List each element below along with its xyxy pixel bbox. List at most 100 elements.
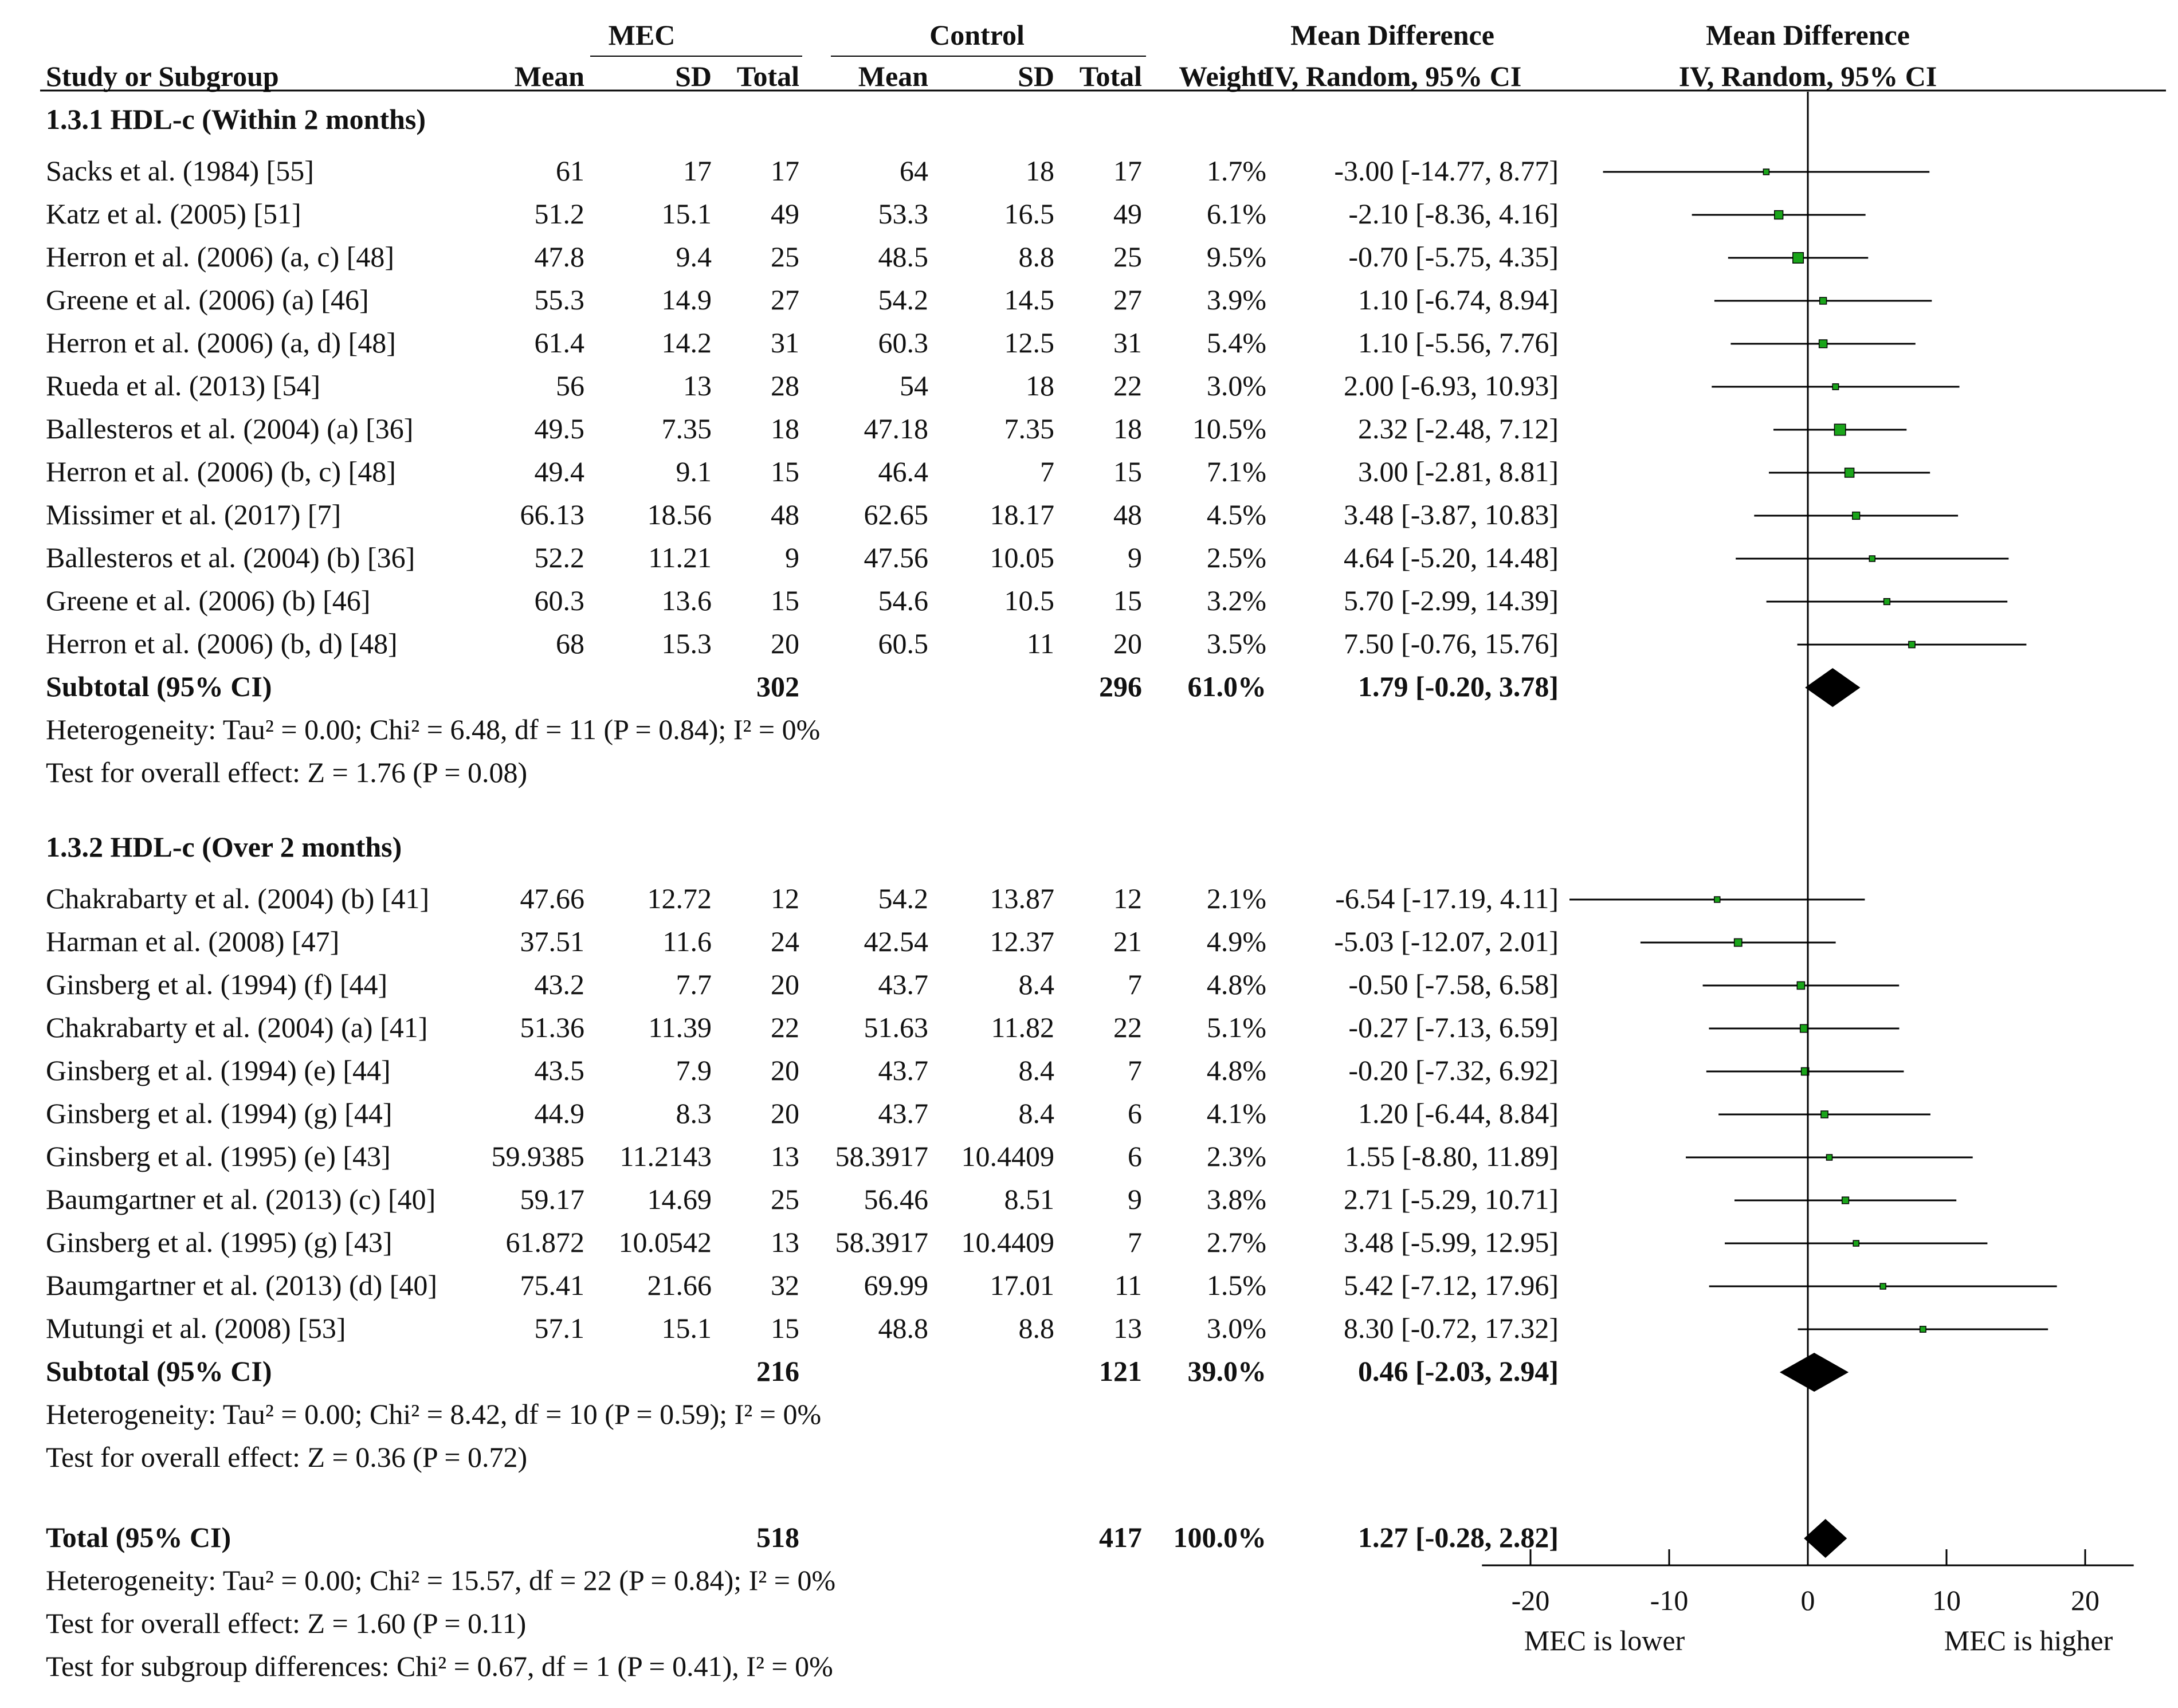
- weight: 3.0%: [1207, 370, 1266, 402]
- x-tick-label: -20: [1512, 1584, 1550, 1616]
- effect-marker: [1774, 210, 1784, 220]
- mec-mean: 59.9385: [492, 1140, 585, 1172]
- control-sd: 16.5: [1004, 198, 1055, 230]
- effect-marker: [1792, 252, 1804, 264]
- effect-marker: [1908, 641, 1916, 649]
- mec-sd: 9.1: [676, 456, 712, 488]
- control-sd: 8.4: [1019, 1054, 1055, 1086]
- mec-sd: 14.9: [662, 284, 712, 316]
- weight: 9.5%: [1207, 241, 1266, 273]
- mec-total: 25: [771, 1183, 799, 1215]
- control-mean: 47.18: [864, 413, 929, 445]
- weight: 4.8%: [1207, 968, 1266, 1000]
- control-mean: 48.8: [878, 1312, 929, 1344]
- study-name: Missimer et al. (2017) [7]: [46, 498, 341, 531]
- mec-mean: 51.2: [535, 198, 585, 230]
- header-ctl-total: Total: [1080, 60, 1142, 92]
- control-mean: 60.3: [878, 327, 929, 359]
- mec-total: 15: [771, 584, 799, 617]
- control-total: 15: [1113, 456, 1142, 488]
- study-name: Mutungi et al. (2008) [53]: [46, 1312, 346, 1344]
- control-total: 7: [1128, 1226, 1142, 1258]
- mec-sd: 13.6: [662, 584, 712, 617]
- subtotal-ci-text: 1.79 [-0.20, 3.78]: [1358, 670, 1559, 702]
- mec-sd: 8.3: [676, 1097, 712, 1129]
- subgroup-title: 1.3.2 HDL-c (Over 2 months): [46, 831, 402, 863]
- mec-sd: 13: [683, 370, 712, 402]
- control-sd: 10.05: [990, 541, 1055, 574]
- control-mean: 64: [900, 155, 928, 187]
- subtotal-diamond: [1779, 1353, 1849, 1392]
- weight: 6.1%: [1207, 198, 1266, 230]
- header-md-table: Mean Difference: [1290, 19, 1494, 51]
- ci-text: 2.71 [-5.29, 10.71]: [1344, 1183, 1559, 1215]
- header-mean: Mean: [515, 60, 584, 92]
- mec-sd: 21.66: [647, 1269, 712, 1301]
- effect-marker: [1826, 1154, 1833, 1161]
- control-sd: 8.8: [1019, 1312, 1055, 1344]
- mec-total: 48: [771, 498, 799, 531]
- mec-mean: 61.4: [535, 327, 585, 359]
- control-mean: 54.2: [878, 284, 929, 316]
- control-sd: 18.17: [990, 498, 1055, 531]
- mec-sd: 15.3: [662, 627, 712, 659]
- control-total: 9: [1128, 541, 1142, 574]
- mec-sd: 7.9: [676, 1054, 712, 1086]
- ci-text: -6.54 [-17.19, 4.11]: [1335, 882, 1559, 914]
- subtotal-mec-total: 216: [756, 1355, 799, 1387]
- control-sd: 18: [1026, 370, 1054, 402]
- total-ci-text: 1.27 [-0.28, 2.82]: [1358, 1521, 1559, 1553]
- subtotal-label: Subtotal (95% CI): [46, 1355, 272, 1387]
- control-sd: 10.4409: [962, 1226, 1055, 1258]
- effect-marker: [1883, 598, 1891, 606]
- ci-text: 3.48 [-5.99, 12.95]: [1344, 1226, 1559, 1258]
- mec-sd: 14.2: [662, 327, 712, 359]
- header-total: Total: [737, 60, 799, 92]
- ci-text: -0.70 [-5.75, 4.35]: [1348, 241, 1559, 273]
- mec-sd: 17: [683, 155, 712, 187]
- weight: 2.7%: [1207, 1226, 1266, 1258]
- control-mean: 51.63: [864, 1011, 929, 1043]
- control-mean: 58.3917: [835, 1140, 929, 1172]
- mec-total: 9: [785, 541, 799, 574]
- study-name: Ginsberg et al. (1994) (g) [44]: [46, 1097, 392, 1129]
- control-total: 17: [1113, 155, 1142, 187]
- mec-mean: 47.66: [520, 882, 585, 914]
- heterogeneity-text: Heterogeneity: Tau² = 0.00; Chi² = 6.48,…: [46, 713, 820, 745]
- header-ci-plot: IV, Random, 95% CI: [1679, 60, 1937, 92]
- mec-total: 49: [771, 198, 799, 230]
- mec-total: 17: [771, 155, 799, 187]
- mec-total: 20: [771, 1054, 799, 1086]
- control-sd: 12.37: [990, 925, 1055, 957]
- mec-mean: 75.41: [520, 1269, 585, 1301]
- subgroup-differences-text: Test for subgroup differences: Chi² = 0.…: [46, 1650, 833, 1682]
- study-name: Ginsberg et al. (1995) (e) [43]: [46, 1140, 391, 1172]
- control-total: 6: [1128, 1140, 1142, 1172]
- effect-marker: [1844, 468, 1855, 478]
- mec-total: 28: [771, 370, 799, 402]
- total-overall-effect-text: Test for overall effect: Z = 1.60 (P = 0…: [46, 1607, 526, 1639]
- weight: 1.5%: [1207, 1269, 1266, 1301]
- weight: 5.1%: [1207, 1011, 1266, 1043]
- mec-sd: 11.2143: [619, 1140, 712, 1172]
- mec-sd: 15.1: [662, 198, 712, 230]
- ci-text: 5.70 [-2.99, 14.39]: [1344, 584, 1559, 617]
- mec-sd: 12.72: [647, 882, 712, 914]
- control-sd: 10.4409: [962, 1140, 1055, 1172]
- control-sd: 8.51: [1004, 1183, 1055, 1215]
- control-mean: 47.56: [864, 541, 929, 574]
- ci-text: -3.00 [-14.77, 8.77]: [1334, 155, 1559, 187]
- ci-text: 1.10 [-6.74, 8.94]: [1358, 284, 1559, 316]
- ci-text: 7.50 [-0.76, 15.76]: [1344, 627, 1559, 659]
- mec-sd: 11.6: [662, 925, 712, 957]
- x-tick-label: -10: [1650, 1584, 1689, 1616]
- header-ctl-sd: SD: [1018, 60, 1054, 92]
- mec-sd: 14.69: [647, 1183, 712, 1215]
- control-mean: 56.46: [864, 1183, 929, 1215]
- mec-sd: 10.0542: [619, 1226, 712, 1258]
- control-mean: 43.7: [878, 968, 929, 1000]
- effect-marker: [1733, 938, 1743, 947]
- header-md-plot: Mean Difference: [1706, 19, 1910, 51]
- ci-text: 2.00 [-6.93, 10.93]: [1344, 370, 1559, 402]
